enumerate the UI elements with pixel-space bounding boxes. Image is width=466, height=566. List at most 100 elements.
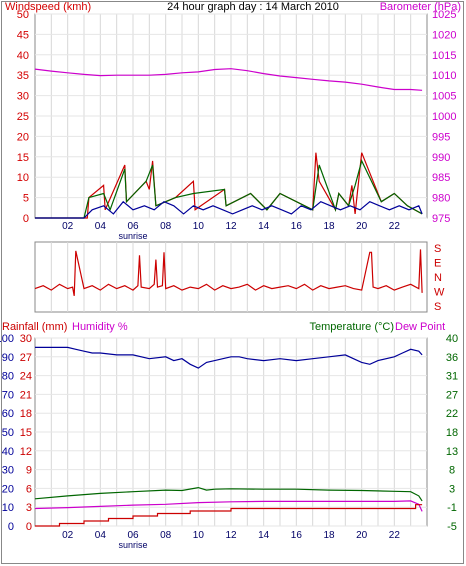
wind-y-tick-label: 10 (17, 172, 29, 184)
humidity-axis-label: Humidity % (72, 321, 128, 333)
direction-label: E (434, 258, 441, 270)
barometer-y-tick-label: 1000 (432, 111, 456, 123)
climate-series-2-line (34, 500, 423, 512)
temperature-y-tick-label: -1 (447, 502, 457, 514)
barometer-y-tick-label: 995 (432, 131, 450, 143)
wind-x-tick-label: 14 (258, 221, 270, 232)
wind-x-tick-label: 16 (291, 221, 303, 232)
climate-sunrise-label: sunrise (118, 540, 147, 550)
humidity-y-tick-label: 20 (2, 483, 14, 495)
wind-y-tick-label: 40 (17, 50, 29, 62)
wind-y-tick-label: 30 (17, 91, 29, 103)
wind-y-tick-label: 5 (23, 193, 29, 205)
rainfall-y-tick-label: 12 (20, 446, 32, 458)
climate-x-tick-label: 08 (160, 530, 172, 541)
rainfall-y-tick-label: 21 (20, 389, 32, 401)
climate-x-tick-label: 22 (389, 530, 401, 541)
wind-y-tick-label: 15 (17, 152, 29, 164)
climate-series-0-line (35, 346, 423, 369)
direction-label: S (434, 243, 441, 255)
wind-x-tick-label: 20 (356, 221, 368, 232)
climate-x-tick-label: 18 (323, 530, 335, 541)
barometer-y-tick-label: 990 (432, 152, 450, 164)
barometer-y-tick-label: 975 (432, 213, 450, 225)
climate-x-tick-label: 12 (225, 530, 237, 541)
wind-x-tick-label: 10 (193, 221, 205, 232)
climate-x-tick-label: 04 (95, 530, 107, 541)
rainfall-y-tick-label: 3 (26, 502, 32, 514)
direction-label: N (434, 272, 442, 284)
climate-x-tick-label: 10 (193, 530, 205, 541)
temperature-y-tick-label: 18 (446, 427, 458, 439)
wind-y-tick-label: 50 (17, 9, 29, 21)
climate-x-tick-label: 16 (291, 530, 303, 541)
wind-y-tick-label: 25 (17, 111, 29, 123)
temperature-axis-label: Temperature (°C) (310, 321, 394, 333)
wind-x-tick-label: 08 (160, 221, 172, 232)
wind-x-tick-label: 12 (225, 221, 237, 232)
humidity-y-tick-label: 40 (2, 446, 14, 458)
windspeed-axis-label: Windspeed (kmh) (5, 1, 91, 13)
barometer-y-tick-label: 1025 (432, 9, 456, 21)
wind-y-tick-label: 20 (17, 131, 29, 143)
wind-sunrise-label: sunrise (118, 231, 147, 241)
climate-series-3-line (35, 504, 423, 527)
humidity-y-tick-label: 60 (2, 408, 14, 420)
rainfall-y-tick-label: 9 (26, 465, 32, 477)
humidity-y-tick-label: 10 (2, 502, 14, 514)
wind-x-tick-label: 04 (95, 221, 107, 232)
humidity-y-tick-label: 100 (0, 333, 14, 345)
rainfall-y-tick-label: 27 (20, 352, 32, 364)
temperature-y-tick-label: -5 (447, 521, 457, 533)
wind-x-tick-label: 22 (389, 221, 401, 232)
climate-x-tick-label: 14 (258, 530, 270, 541)
temperature-y-tick-label: 40 (446, 333, 458, 345)
wind-x-tick-label: 06 (127, 221, 139, 232)
wind-x-tick-label: 02 (62, 221, 74, 232)
barometer-y-tick-label: 985 (432, 172, 450, 184)
direction-series-line (34, 249, 423, 297)
barometer-y-tick-label: 1020 (432, 29, 456, 41)
barometer-axis-label: Barometer (hPa) (380, 1, 461, 13)
temperature-y-tick-label: 22 (446, 408, 458, 420)
wind-y-tick-label: 45 (17, 29, 29, 41)
barometer-y-tick-label: 1005 (432, 91, 456, 103)
humidity-y-tick-label: 30 (2, 465, 14, 477)
rainfall-y-tick-label: 6 (26, 483, 32, 495)
climate-x-tick-label: 20 (356, 530, 368, 541)
rainfall-y-tick-label: 30 (20, 333, 32, 345)
rainfall-y-tick-label: 18 (20, 408, 32, 420)
humidity-y-tick-label: 90 (2, 352, 14, 364)
direction-label: W (434, 287, 445, 299)
wind-series-2-line (35, 159, 423, 219)
humidity-y-tick-label: 70 (2, 389, 14, 401)
barometer-y-tick-label: 1015 (432, 50, 456, 62)
climate-x-tick-label: 06 (127, 530, 139, 541)
barometer-y-tick-label: 980 (432, 193, 450, 205)
temperature-y-tick-label: 8 (449, 465, 455, 477)
direction-label: S (434, 301, 441, 313)
humidity-y-tick-label: 0 (8, 521, 14, 533)
rainfall-y-tick-label: 24 (20, 371, 32, 383)
chart-title: 24 hour graph day : 14 March 2010 (167, 1, 339, 13)
barometer-y-tick-label: 1010 (432, 70, 456, 82)
temperature-y-tick-label: 31 (446, 371, 458, 383)
temperature-y-tick-label: 13 (446, 446, 458, 458)
climate-x-tick-label: 02 (62, 530, 74, 541)
wind-series-0-line (34, 68, 423, 91)
temperature-y-tick-label: 36 (446, 352, 458, 364)
climate-series-1-line (34, 486, 423, 502)
rainfall-y-tick-label: 0 (26, 521, 32, 533)
humidity-y-tick-label: 80 (2, 371, 14, 383)
rainfall-y-tick-label: 15 (20, 427, 32, 439)
temperature-y-tick-label: 27 (446, 389, 458, 401)
wind-y-tick-label: 0 (23, 213, 29, 225)
dew-point-axis-label: Dew Point (395, 321, 445, 333)
temperature-y-tick-label: 3 (449, 483, 455, 495)
wind-series-3-line (35, 200, 423, 219)
wind-x-tick-label: 18 (323, 221, 335, 232)
humidity-y-tick-label: 50 (2, 427, 14, 439)
wind-y-tick-label: 35 (17, 70, 29, 82)
rainfall-axis-label: Rainfall (mm) (2, 321, 67, 333)
